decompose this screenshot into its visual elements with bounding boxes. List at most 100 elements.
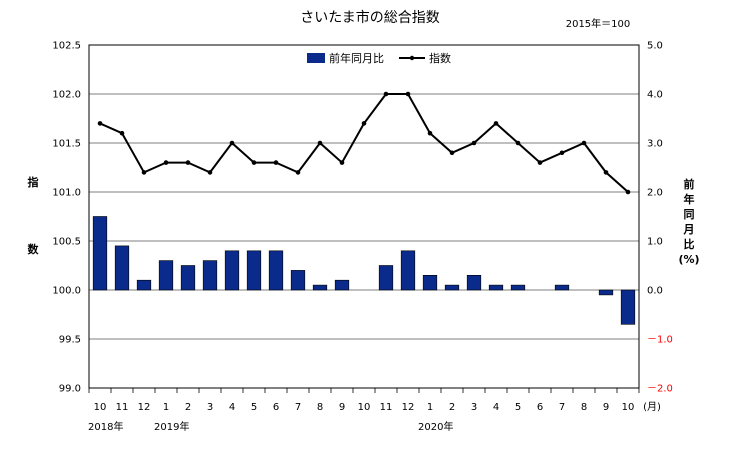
year-labels: 2018年 2019年 2020年 (88, 420, 453, 433)
right-tick-label: 2.0 (647, 188, 663, 199)
right-tick-label: 5.0 (647, 41, 663, 52)
line-point (251, 160, 257, 165)
line-point (449, 150, 455, 156)
line-point (515, 140, 521, 146)
legend-bar-swatch (307, 53, 325, 63)
line-point (229, 140, 235, 146)
line-point (273, 160, 279, 165)
legend-line-marker (409, 55, 415, 61)
bar (334, 279, 350, 291)
x-tick-label: 10 (94, 402, 107, 413)
x-tick-label: 2 (449, 402, 455, 413)
left-tick-label: 102.5 (52, 41, 81, 52)
left-axis-label-char: 数 (28, 242, 40, 256)
x-tick-label: 6 (273, 402, 279, 413)
x-tick-label: 4 (229, 402, 235, 413)
legend-bar-label: 前年同月比 (329, 51, 384, 65)
bar (488, 284, 504, 291)
bar-series (92, 216, 636, 325)
right-axis-label-char: 同 (684, 208, 695, 221)
left-axis-ticks: 99.0 99.5 100.0 100.5 101.0 101.5 102.0 102.5 (52, 41, 81, 395)
x-tick-label: 10 (622, 402, 635, 413)
right-tick-label: 4.0 (647, 90, 663, 101)
left-axis-label: 指数 (28, 175, 40, 256)
line-point (537, 160, 543, 165)
bar (598, 289, 614, 296)
right-axis-label-char: 比 (684, 237, 695, 251)
line-point (185, 160, 191, 165)
x-tick-label: 11 (380, 402, 393, 413)
bar (554, 284, 570, 291)
base-note: 2015年＝100 (566, 17, 631, 30)
line-point (141, 170, 147, 175)
x-tick-label: 3 (471, 402, 477, 413)
line-point (471, 140, 477, 146)
bar (312, 284, 328, 291)
bar (158, 260, 174, 291)
x-tick-label: 5 (251, 402, 257, 413)
x-tick-label: 5 (515, 402, 521, 413)
bar (510, 284, 526, 291)
x-tick-label: 9 (339, 402, 345, 413)
bar (290, 270, 306, 291)
right-tick-label: －2.0 (647, 384, 673, 395)
left-tick-label: 101.0 (52, 188, 81, 199)
line-point (97, 121, 103, 126)
x-tick-label: 8 (581, 402, 587, 413)
line-point (383, 91, 389, 97)
line-point (559, 150, 565, 156)
bar (246, 250, 262, 291)
x-tick-label: 12 (402, 402, 415, 413)
right-axis-label-char: 月 (683, 223, 695, 236)
bar (422, 274, 438, 291)
line-point (339, 160, 345, 165)
bar (620, 289, 636, 325)
left-axis-label-char: 指 (28, 175, 39, 189)
x-tick-label: 1 (163, 402, 169, 413)
line-point (163, 160, 169, 165)
x-tick-label: 9 (603, 402, 609, 413)
x-tick-label: 7 (559, 402, 565, 413)
right-tick-label: 3.0 (647, 139, 663, 150)
bar (378, 265, 394, 291)
line-point (625, 189, 631, 195)
bar (114, 245, 130, 291)
left-tick-label: 101.5 (52, 139, 81, 150)
right-tick-label: －1.0 (647, 335, 673, 346)
bar (224, 250, 240, 291)
left-tick-label: 100.5 (52, 237, 81, 248)
x-tick-label: 10 (358, 402, 371, 413)
bar (180, 265, 196, 291)
line-point (119, 130, 125, 136)
plot-frame (88, 44, 640, 389)
right-axis-label-char: (%) (678, 253, 699, 266)
year-label: 2020年 (418, 420, 453, 433)
bar (92, 216, 108, 291)
bar (466, 274, 482, 291)
x-tick-label: 3 (207, 402, 213, 413)
left-tick-label: 102.0 (52, 90, 81, 101)
right-axis-label: 前年同月比 (%) (678, 177, 699, 266)
x-tick-label: 11 (116, 402, 129, 413)
bar (400, 250, 416, 291)
chart-title: さいたま市の総合指数 (300, 9, 440, 26)
year-label: 2019年 (154, 420, 189, 433)
legend-line-label: 指数 (429, 51, 451, 65)
line-point (361, 121, 367, 126)
right-tick-label: 1.0 (647, 237, 663, 248)
left-tick-label: 100.0 (52, 286, 81, 297)
x-unit-label: (月) (643, 401, 661, 413)
x-tick-label: 2 (185, 402, 191, 413)
legend: 前年同月比 指数 (307, 51, 451, 65)
grid (89, 44, 639, 389)
bar (268, 250, 284, 291)
x-tick-label: 7 (295, 402, 301, 413)
right-tick-label: 0.0 (647, 286, 663, 297)
line-point (427, 130, 433, 136)
line-point (405, 91, 411, 97)
x-tick-label: 8 (317, 402, 323, 413)
year-label: 2018年 (88, 420, 123, 433)
left-tick-label: 99.0 (59, 384, 81, 395)
right-axis-label-char: 前 (684, 177, 695, 191)
